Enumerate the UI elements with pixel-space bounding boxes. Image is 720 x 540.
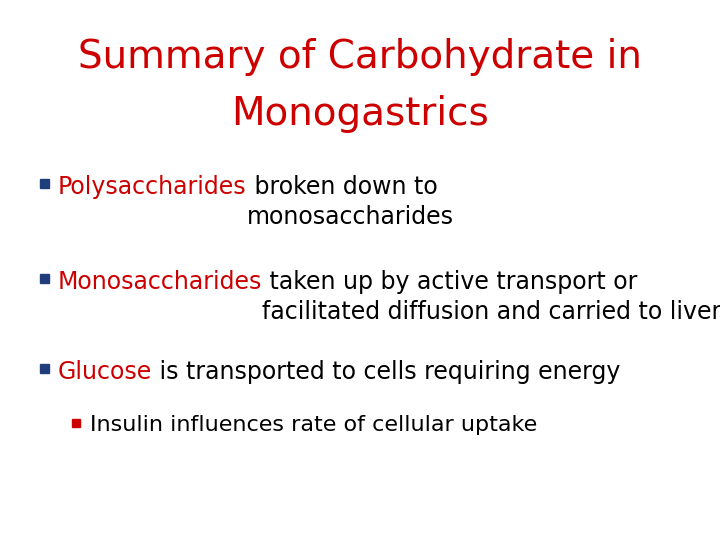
- Text: Polysaccharides: Polysaccharides: [58, 175, 247, 199]
- Text: is transported to cells requiring energy: is transported to cells requiring energy: [152, 360, 621, 384]
- Bar: [40, 364, 49, 373]
- Bar: [72, 419, 80, 427]
- Text: Monosaccharides: Monosaccharides: [58, 270, 262, 294]
- Bar: [40, 274, 49, 283]
- Text: Insulin influences rate of cellular uptake: Insulin influences rate of cellular upta…: [90, 415, 537, 435]
- Text: Glucose: Glucose: [58, 360, 152, 384]
- Text: taken up by active transport or
facilitated diffusion and carried to liver: taken up by active transport or facilita…: [262, 270, 720, 323]
- Text: broken down to
monosaccharides: broken down to monosaccharides: [247, 175, 454, 229]
- Bar: [40, 179, 49, 188]
- Text: Summary of Carbohydrate in: Summary of Carbohydrate in: [78, 38, 642, 76]
- Text: Monogastrics: Monogastrics: [231, 95, 489, 133]
